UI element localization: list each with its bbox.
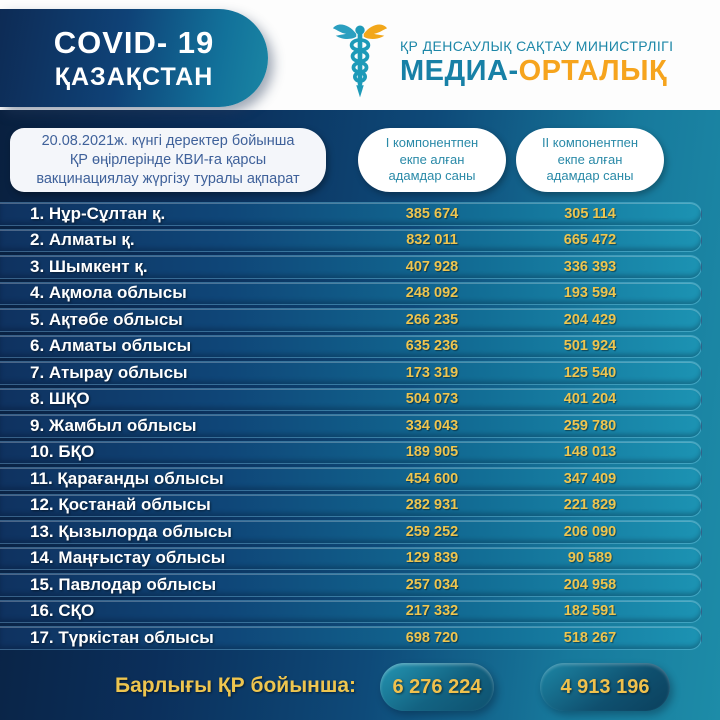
region-comp1-value: 282 931 — [405, 497, 459, 514]
table-row: 8. ШҚО 504 073 401 204 — [0, 387, 702, 411]
region-comp1-value: 189 905 — [405, 444, 459, 461]
col2-line2: екпе алған — [557, 151, 623, 167]
region-label: 3. Шымкент қ. — [30, 256, 148, 276]
region-comp1-value: 832 011 — [406, 232, 458, 249]
col1-line1: I компонентпен — [385, 135, 479, 151]
column-header-component-2: II компонентпен екпе алған адамдар саны — [516, 128, 664, 192]
table-row: 5. Ақтөбе облысы 266 235 204 429 — [0, 308, 702, 332]
info-line-1: 20.08.2021ж. күнгі деректер бойынша — [41, 132, 295, 149]
region-comp1-value: 259 252 — [405, 523, 459, 540]
region-comp1-value: 257 034 — [405, 576, 459, 593]
region-label: 10. БҚО — [30, 442, 95, 462]
region-comp1-value: 334 043 — [405, 417, 459, 434]
table-row: 14. Маңғыстау облысы 129 839 90 589 — [0, 546, 702, 570]
region-label: 15. Павлодар облысы — [30, 574, 217, 594]
region-comp1-value: 407 928 — [405, 258, 459, 275]
col1-line3: адамдар саны — [388, 168, 476, 184]
col2-line3: адамдар саны — [546, 168, 634, 184]
table-row: 12. Қостанай облысы 282 931 221 829 — [0, 493, 702, 517]
brand-text: ҚР ДЕНСАУЛЫҚ САҚТАУ МИНИСТРЛІГІ МЕДИА-ОР… — [400, 38, 673, 88]
badge-title: COVID- 19 — [53, 24, 215, 60]
caduceus-icon — [332, 20, 388, 105]
info-line-2: ҚР өңірлерінде КВИ-ға қарсы — [69, 151, 267, 168]
region-comp1-value: 217 332 — [405, 603, 459, 620]
region-label: 14. Маңғыстау облысы — [30, 548, 226, 568]
region-label: 13. Қызылорда облысы — [30, 521, 232, 541]
total-comp2-pill: 4 913 196 — [540, 663, 670, 711]
region-comp2-value: 148 013 — [563, 444, 617, 461]
region-label: 11. Қарағанды облысы — [30, 468, 224, 488]
ministry-brand: ҚР ДЕНСАУЛЫҚ САҚТАУ МИНИСТРЛІГІ МЕДИА-ОР… — [332, 20, 673, 105]
table-row: 1. Нұр-Сұлтан қ. 385 674 305 114 — [0, 202, 702, 226]
region-comp2-value: 90 589 — [567, 550, 613, 567]
region-comp2-value: 204 958 — [563, 576, 617, 593]
col2-line1: II компонентпен — [541, 135, 639, 151]
table-row: 13. Қызылорда облысы 259 252 206 090 — [0, 520, 702, 544]
region-label: 12. Қостанай облысы — [30, 495, 211, 515]
table-row: 4. Ақмола облысы 248 092 193 594 — [0, 281, 702, 305]
region-comp2-value: 347 409 — [563, 470, 617, 487]
region-label: 17. Түркістан облысы — [30, 627, 214, 647]
media-center-part1: МЕДИА- — [400, 54, 519, 87]
region-comp1-value: 504 073 — [405, 391, 459, 408]
column-header-component-1: I компонентпен екпе алған адамдар саны — [358, 128, 506, 192]
badge-subtitle: ҚАЗАҚСТАН — [54, 62, 214, 91]
report-info-box: 20.08.2021ж. күнгі деректер бойынша ҚР ө… — [10, 128, 326, 192]
table-row: 6. Алматы облысы 635 236 501 924 — [0, 334, 702, 358]
region-comp2-value: 221 829 — [563, 497, 617, 514]
region-label: 7. Атырау облысы — [30, 362, 188, 382]
region-comp2-value: 125 540 — [563, 364, 617, 381]
table-row: 7. Атырау облысы 173 319 125 540 — [0, 361, 702, 385]
region-comp2-value: 665 472 — [563, 232, 617, 249]
region-label: 8. ШҚО — [30, 389, 90, 409]
table-row: 15. Павлодар облысы 257 034 204 958 — [0, 573, 702, 597]
col1-line2: екпе алған — [399, 151, 465, 167]
region-label: 2. Алматы қ. — [30, 230, 135, 250]
region-comp1-value: 266 235 — [405, 311, 459, 328]
region-label: 9. Жамбыл облысы — [30, 415, 197, 435]
region-comp2-value: 518 267 — [563, 629, 617, 646]
region-label: 1. Нұр-Сұлтан қ. — [30, 203, 166, 223]
region-comp2-value: 182 591 — [563, 603, 617, 620]
totals-row: Барлығы ҚР бойынша: 6 276 224 4 913 196 — [0, 660, 720, 720]
table-row: 2. Алматы қ. 832 011 665 472 — [0, 228, 702, 252]
region-comp2-value: 193 594 — [563, 285, 617, 302]
table-row: 16. СҚО 217 332 182 591 — [0, 599, 702, 623]
region-comp2-value: 305 114 — [564, 205, 616, 222]
covid-kazakhstan-badge: COVID- 19 ҚАЗАҚСТАН — [0, 9, 268, 107]
ministry-name: ҚР ДЕНСАУЛЫҚ САҚТАУ МИНИСТРЛІГІ — [400, 37, 674, 54]
media-center-part2: ОРТАЛЫҚ — [518, 54, 668, 87]
table-row: 17. Түркістан облысы 698 720 518 267 — [0, 626, 702, 650]
region-label: 16. СҚО — [30, 601, 95, 621]
region-label: 4. Ақмола облысы — [30, 283, 187, 303]
totals-label: Барлығы ҚР бойынша: — [114, 674, 356, 697]
region-comp1-value: 635 236 — [405, 338, 459, 355]
total-comp1-pill: 6 276 224 — [380, 663, 494, 711]
table-row: 3. Шымкент қ. 407 928 336 393 — [0, 255, 702, 279]
region-comp1-value: 173 319 — [405, 364, 459, 381]
region-label: 5. Ақтөбе облысы — [30, 309, 183, 329]
region-comp1-value: 454 600 — [405, 470, 459, 487]
region-comp1-value: 248 092 — [405, 285, 459, 302]
info-line-3: вакцинациялау жүргізу туралы ақпарат — [36, 170, 300, 187]
region-comp2-value: 336 393 — [563, 258, 617, 275]
region-comp1-value: 385 674 — [405, 205, 459, 222]
region-comp2-value: 259 780 — [563, 417, 617, 434]
top-header-band: COVID- 19 ҚАЗАҚСТАН ҚР ДЕНСАУЛЫҚ САҚТАУ … — [0, 0, 720, 110]
gradient-content-area: 20.08.2021ж. күнгі деректер бойынша ҚР ө… — [0, 110, 720, 720]
region-comp2-value: 501 924 — [563, 338, 617, 355]
regions-table: 1. Нұр-Сұлтан қ. 385 674 305 114 2. Алма… — [0, 202, 702, 650]
table-row: 10. БҚО 189 905 148 013 — [0, 440, 702, 464]
region-comp2-value: 206 090 — [563, 523, 617, 540]
region-comp2-value: 401 204 — [563, 391, 617, 408]
region-label: 6. Алматы облысы — [30, 336, 192, 356]
region-comp2-value: 204 429 — [563, 311, 617, 328]
region-comp1-value: 698 720 — [405, 629, 459, 646]
table-row: 11. Қарағанды облысы 454 600 347 409 — [0, 467, 702, 491]
region-comp1-value: 129 839 — [405, 550, 459, 567]
media-center-title: МЕДИА-ОРТАЛЫҚ — [400, 55, 673, 88]
table-row: 9. Жамбыл облысы 334 043 259 780 — [0, 414, 702, 438]
